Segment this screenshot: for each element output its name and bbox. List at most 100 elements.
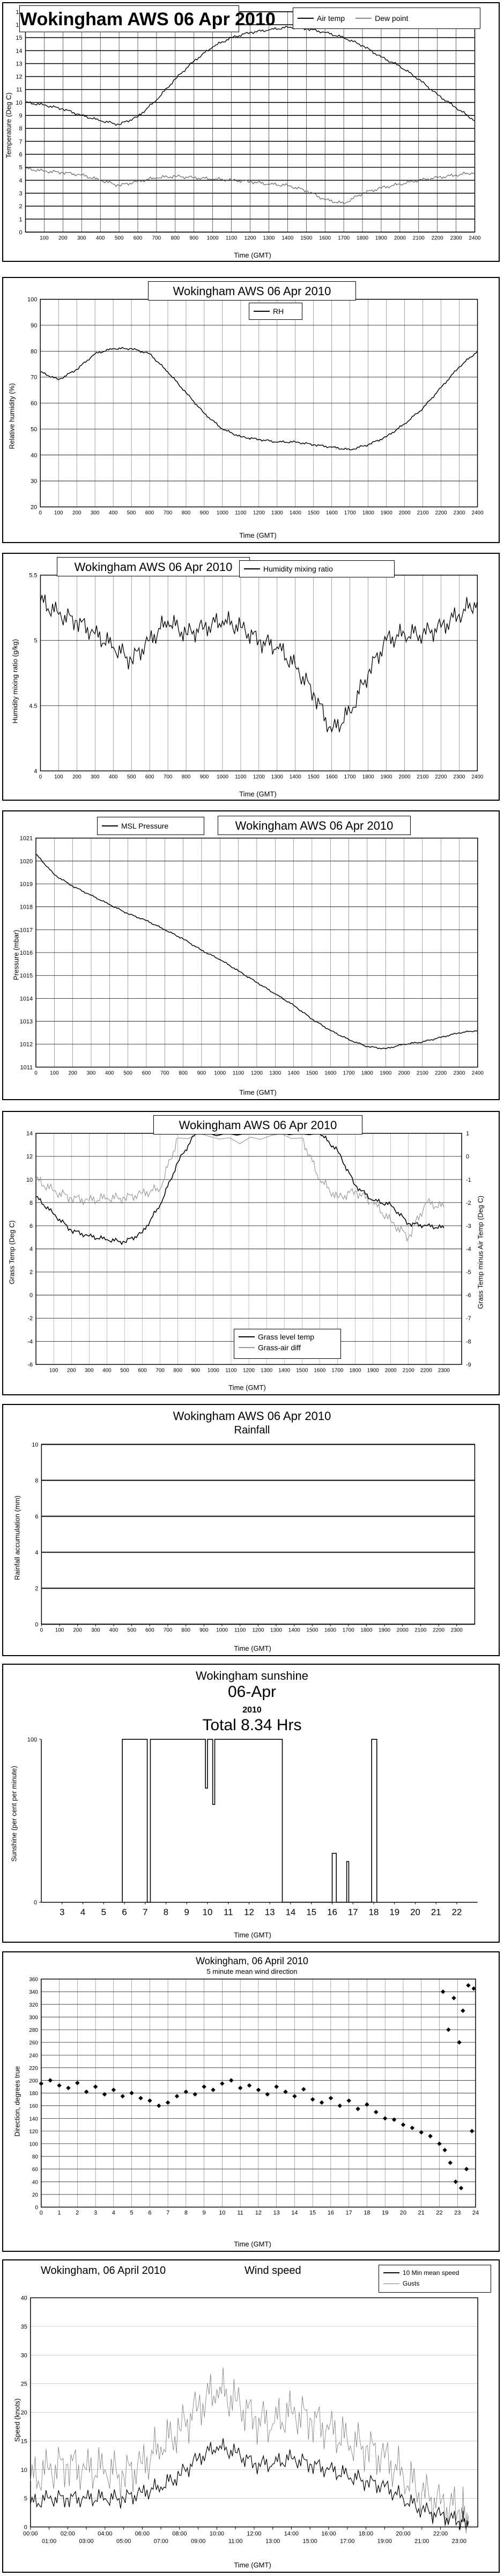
dir-point-11: [138, 2096, 143, 2101]
rh-xtick-9: 900: [200, 510, 209, 516]
pres-xtick-2: 200: [68, 1070, 77, 1076]
dir-ytick-0: 0: [35, 2205, 38, 2211]
dir-subtitle: 5 minute mean wind direction: [206, 1967, 298, 1975]
dir-point-21: [229, 2078, 234, 2083]
rain-xtick-9: 900: [199, 1627, 209, 1633]
dir-xtick-17: 17: [346, 2209, 352, 2216]
rh-ytick-3: 50: [31, 426, 37, 433]
dir-point-44: [437, 2141, 442, 2146]
rain-xtick-5: 500: [127, 1627, 136, 1633]
pres-ylabel: Pressure (mbar): [12, 930, 20, 980]
speed-xtick-bottom-7: 15:00: [303, 2538, 317, 2544]
mix-xtick-5: 500: [127, 774, 136, 780]
sun-title: Wokingham sunshine: [196, 1669, 308, 1682]
pres-legend-msl: MSL Pressure: [121, 822, 169, 830]
speed-xtick-top-9: 18:00: [359, 2530, 373, 2537]
dir-ytick-9: 180: [29, 2091, 38, 2097]
sun-ytick-1: 100: [27, 1737, 37, 1743]
dir-point-40: [401, 2122, 406, 2127]
dir-point-34: [346, 2098, 351, 2103]
dir-ytick-11: 220: [29, 2066, 38, 2072]
mix-xtick-14: 1400: [290, 774, 302, 780]
grass-xtick-11: 1200: [243, 1367, 255, 1373]
speed-xtick-top-1: 02:00: [61, 2530, 75, 2537]
temp-xtick-21: 2200: [432, 235, 444, 241]
dir-point-6: [93, 2084, 98, 2089]
dir-ytick-14: 280: [29, 2028, 38, 2033]
dir-ytick-5: 100: [29, 2142, 38, 2148]
dir-point-43: [428, 2134, 433, 2139]
rh-xtick-8: 800: [182, 510, 191, 516]
rain-xtick-6: 600: [145, 1627, 154, 1633]
pres-xtick-0: 0: [34, 1070, 38, 1076]
mix-xtick-19: 1900: [381, 774, 393, 780]
grass-ytick-5: 4: [29, 1246, 33, 1253]
dir-xtick-5: 5: [130, 2209, 134, 2216]
dir-ytick-18: 360: [29, 1977, 38, 1983]
sun-ytick-0: 0: [34, 1900, 37, 1906]
mix-ytick-2: 5: [34, 638, 37, 644]
speed-ytick-0: 0: [24, 2524, 27, 2531]
temp-xtick-4: 500: [115, 235, 124, 241]
dir-point-12: [147, 2098, 152, 2103]
mix-xtick-8: 800: [182, 774, 191, 780]
speed-chart: 0 5 10 15 20 25 30 35 40 00:00 02:00 04:00 06:00 08:0…: [21, 2295, 478, 2544]
temp-ytick-9: 9: [19, 113, 22, 119]
dir-title: Wokingham, 06 April 2010: [196, 1956, 308, 1966]
rh-panel: 20 30 40 50 60 70 80 90 100 0 100 200 300 400 500 600 70…: [2, 277, 500, 543]
pres-title: Wokingham AWS 06 Apr 2010: [218, 816, 411, 835]
temp-xtick-12: 1300: [263, 235, 275, 241]
rh-ytick-1: 30: [31, 478, 37, 485]
mix-xtick-2: 200: [72, 774, 81, 780]
pres-xtick-11: 1100: [233, 1070, 244, 1076]
speed-xtick-top-0: 00:00: [23, 2530, 38, 2537]
dir-ytick-6: 120: [29, 2129, 38, 2135]
speed-legend-mean: 10 Min mean speed: [403, 2269, 459, 2277]
speed-ytick-2: 10: [21, 2467, 27, 2473]
speed-ytick-1: 5: [24, 2496, 27, 2502]
dir-point-5: [84, 2089, 89, 2094]
grass-ytick2-9: 0: [466, 1154, 469, 1160]
rain-title: Wokingham AWS 06 Apr 2010: [173, 1409, 331, 1423]
dir-ytick-3: 60: [32, 2167, 39, 2173]
grass-xtick-8: 900: [191, 1367, 201, 1373]
rain-panel: 0 2 4 6 8 10 0 100 200 300 400 500 600 700 800 900 1000 1…: [2, 1404, 500, 1656]
sun-xtick-2: 5: [101, 1907, 106, 1917]
temp-ytick-8: 8: [19, 126, 22, 132]
temp-xtick-13: 1400: [281, 235, 294, 241]
rh-xtick-14: 1400: [290, 510, 302, 516]
mix-title: Wokingham AWS 06 Apr 2010: [57, 557, 250, 576]
speed-xtick-top-4: 08:00: [172, 2530, 187, 2537]
temp-xtick-18: 1900: [375, 235, 388, 241]
temp-xtick-3: 400: [96, 235, 105, 241]
mix-xtick-0: 0: [39, 774, 42, 780]
grass-ytick-7: 8: [29, 1200, 33, 1206]
pres-xtick-23: 2300: [453, 1070, 465, 1076]
grass-ytick2-1: -8: [466, 1338, 471, 1345]
dir-point-49: [464, 2167, 469, 2171]
mix-series-ratio: [40, 594, 478, 733]
dir-plot-frame: [41, 1978, 476, 2208]
mix-xtick-15: 1500: [308, 774, 320, 780]
speed-xtick-top-3: 06:00: [135, 2530, 150, 2537]
rain-xtick-2: 200: [73, 1627, 82, 1633]
dir-xtick-20: 20: [400, 2209, 406, 2216]
speed-xtick-bottom-6: 13:00: [265, 2538, 280, 2544]
dir-point-26: [274, 2084, 279, 2089]
dir-point-23: [247, 2083, 252, 2088]
grass-xtick-10: 1100: [225, 1367, 237, 1373]
pres-plot-frame: [35, 837, 478, 1068]
pres-series-msl: [35, 853, 478, 1050]
temp-ytick-2: 2: [19, 203, 22, 210]
rain-xtick-0: 0: [40, 1627, 43, 1633]
mix-xtick-23: 2300: [453, 774, 465, 780]
sun-year: 2010: [242, 1706, 262, 1715]
pres-ytick-5: 1016: [20, 950, 33, 956]
rain-xtick-22: 2200: [433, 1627, 445, 1633]
temp-legend: Air temp Dew point: [293, 8, 480, 29]
rain-xtick-1: 100: [55, 1627, 64, 1633]
speed-xtick-bottom-9: 19:00: [377, 2538, 392, 2544]
pres-xtick-15: 1500: [306, 1070, 318, 1076]
sun-xtick-10: 13: [265, 1907, 275, 1917]
dir-ytick-17: 340: [29, 1989, 38, 1995]
